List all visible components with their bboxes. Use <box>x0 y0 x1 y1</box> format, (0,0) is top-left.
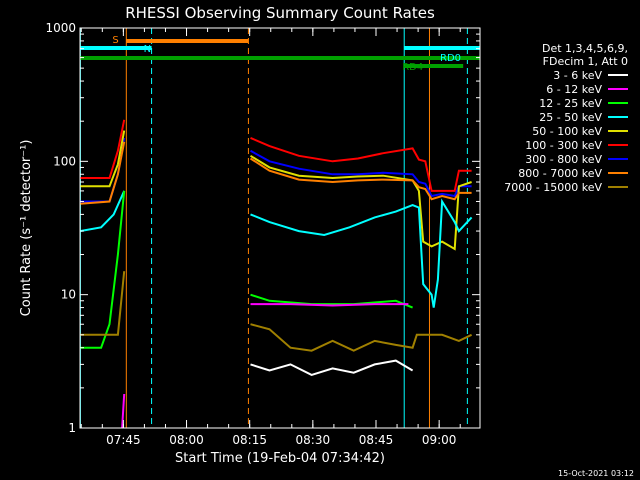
series-line-4 <box>79 190 473 308</box>
legend-label-8: 7000 - 15000 keV <box>504 180 602 194</box>
x-tick-label-1: 08:00 <box>169 433 204 447</box>
legend-swatch-7 <box>608 172 628 174</box>
legend-item-1: 6 - 12 keV <box>458 82 628 96</box>
series-line-2 <box>80 130 472 251</box>
legend-label-3: 25 - 50 keV <box>539 110 602 124</box>
x-axis-label: Start Time (19-Feb-04 07:34:42) <box>175 451 385 466</box>
x-tick-label-0: 07:45 <box>106 433 141 447</box>
legend-item-6: 300 - 800 keV <box>458 152 628 166</box>
legend-item-3: 25 - 50 keV <box>458 110 628 124</box>
status-bar-1 <box>80 46 152 50</box>
legend-header-1: Det 1,3,4,5,6,9, <box>541 42 628 55</box>
legend-swatch-1 <box>608 88 628 90</box>
status-bar-0 <box>126 39 249 43</box>
x-tick-label-5: 09:00 <box>422 433 457 447</box>
legend-label-4: 50 - 100 keV <box>532 124 602 138</box>
legend-item-7: 800 - 7000 keV <box>458 166 628 180</box>
legend-item-0: 3 - 6 keV <box>458 68 628 82</box>
legend-label-1: 6 - 12 keV <box>546 82 602 96</box>
status-bar-3 <box>404 46 480 50</box>
status-bar-2 <box>80 56 480 60</box>
legend-swatch-4 <box>608 130 628 132</box>
y-tick-label-0: 1 <box>68 421 76 435</box>
status-label-1: N <box>144 44 151 55</box>
legend-swatch-6 <box>608 158 628 160</box>
legend-swatch-2 <box>608 102 628 104</box>
legend-swatch-5 <box>608 144 628 146</box>
chart-title: RHESSI Observing Summary Count Rates <box>125 4 435 22</box>
legend-label-2: 12 - 25 keV <box>539 96 602 110</box>
legend-label-0: 3 - 6 keV <box>553 68 602 82</box>
legend-item-2: 12 - 25 keV <box>458 96 628 110</box>
legend-swatch-0 <box>608 74 628 76</box>
series-line-6 <box>121 303 409 429</box>
legend-item-5: 100 - 300 keV <box>458 138 628 152</box>
x-tick-label-3: 08:30 <box>296 433 331 447</box>
timestamp: 15-Oct-2021 03:12 <box>558 469 634 478</box>
legend-header-2: FDecim 1, Att 0 <box>542 55 628 68</box>
series-line-7 <box>80 271 473 352</box>
status-label-4: RD4 <box>402 62 423 73</box>
legend-item-4: 50 - 100 keV <box>458 124 628 138</box>
legend: Det 1,3,4,5,6,9, FDecim 1, Att 0 3 - 6 k… <box>458 42 628 194</box>
legend-label-7: 800 - 7000 keV <box>518 166 602 180</box>
x-tick-label-2: 08:15 <box>232 433 267 447</box>
legend-item-8: 7000 - 15000 keV <box>458 180 628 194</box>
y-axis-label: Count Rate (s⁻¹ detector⁻¹) <box>19 140 34 317</box>
status-bar-4 <box>404 64 464 68</box>
status-label-3: RD0 <box>440 53 461 64</box>
series-line-0 <box>80 119 472 192</box>
legend-label-5: 100 - 300 keV <box>525 138 602 152</box>
legend-swatch-3 <box>608 116 628 118</box>
legend-swatch-8 <box>608 186 628 188</box>
y-tick-label-1: 10 <box>61 288 76 302</box>
series-line-8 <box>250 359 414 376</box>
y-tick-label-3: 1000 <box>45 21 76 35</box>
y-tick-label-2: 100 <box>53 154 76 168</box>
plot-frame <box>79 27 481 429</box>
series-line-5 <box>80 190 413 349</box>
legend-label-6: 300 - 800 keV <box>525 152 602 166</box>
status-label-0: S <box>112 35 118 46</box>
series-line-3 <box>79 141 472 205</box>
x-tick-label-4: 08:45 <box>359 433 394 447</box>
